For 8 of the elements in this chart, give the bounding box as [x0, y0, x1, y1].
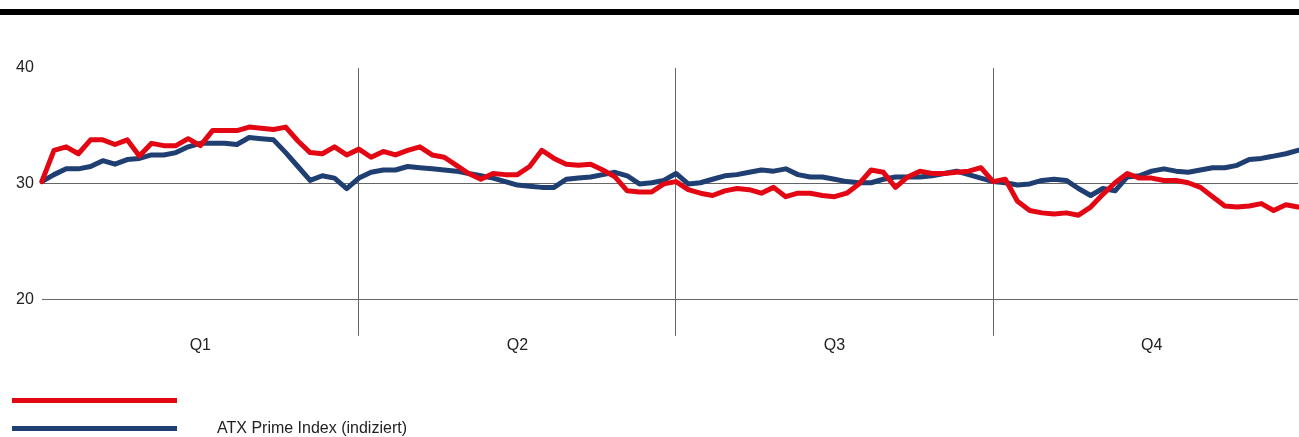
text: ATX Prime Index (indiziert) [217, 419, 407, 437]
y-tick-label: 40 [16, 58, 34, 76]
y-tick-label: 20 [16, 290, 34, 308]
x-tick-label: Q3 [823, 335, 846, 353]
x-tick-label: Q2 [506, 335, 529, 353]
x-tick-label: Q1 [189, 335, 212, 353]
y-tick-label: 30 [16, 174, 34, 192]
x-tick-label: Q4 [1140, 335, 1163, 353]
